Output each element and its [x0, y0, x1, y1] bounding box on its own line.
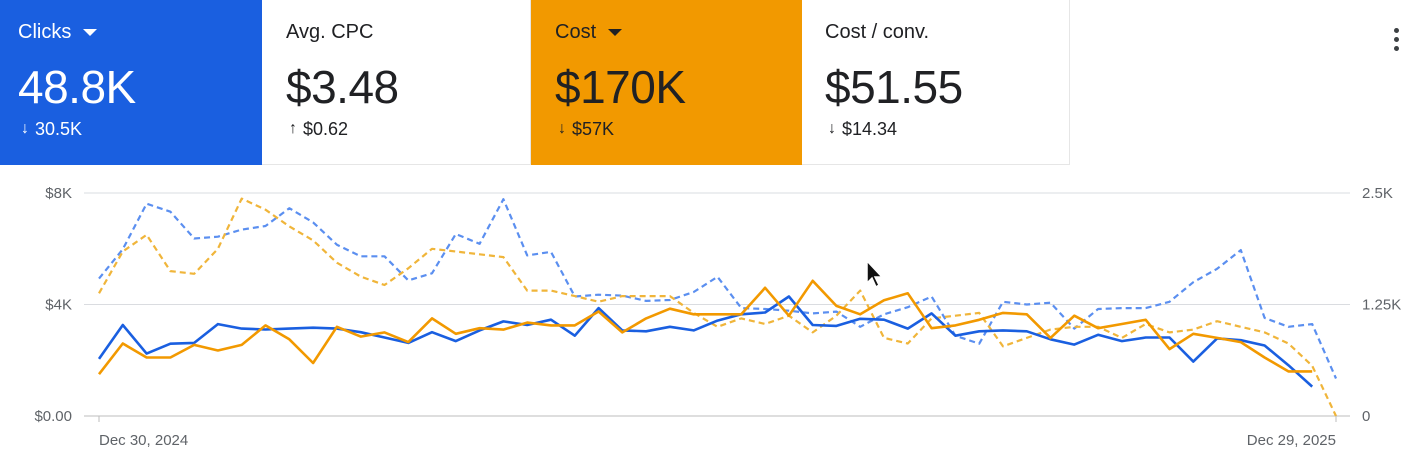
metric-label: Clicks: [18, 20, 262, 44]
performance-chart: $0.00 $4K $8K 0 1.25K 2.5K Dec 30, 2024 Dec 29,…: [34, 185, 1401, 449]
metric-delta: ↓ 30.5K: [18, 118, 262, 140]
x-tick-label: Dec 30, 2024: [99, 432, 188, 449]
metric-delta: ↓ $57K: [555, 118, 802, 140]
metric-delta: ↑ $0.62: [286, 118, 530, 140]
y-right-tick-label: 2.5K: [1362, 185, 1393, 202]
metric-delta: ↓ $14.34: [825, 118, 1069, 140]
x-tick-label: Dec 29, 2025: [1247, 432, 1336, 449]
series-line-cost: [97, 279, 1313, 375]
y-left-tick-label: $4K: [45, 297, 72, 314]
metric-value: 48.8K: [18, 61, 136, 113]
metric-card-clicks[interactable]: Clicks 48.8K ↓ 30.5K: [0, 0, 262, 165]
dropdown-arrow-icon[interactable]: [608, 28, 623, 36]
y-right-tick-label: 1.25K: [1362, 297, 1401, 314]
metric-label-text: Cost / conv.: [825, 21, 930, 43]
metric-label-text: Avg. CPC: [286, 21, 374, 43]
arrow-up-icon: ↑: [289, 120, 297, 137]
more-vert-icon[interactable]: [1385, 22, 1407, 56]
metric-label-text: Clicks: [18, 21, 72, 43]
metric-cards: Clicks 48.8K ↓ 30.5K Avg. CPC $3.48 ↑ $0.62 Cost…: [0, 0, 1070, 165]
metric-delta-value: $57K: [572, 119, 615, 139]
mouse-cursor-icon: [866, 259, 884, 289]
metric-label-text: Cost: [555, 21, 597, 43]
metric-value: $51.55: [825, 61, 963, 113]
y-left-tick-label: $8K: [45, 185, 72, 202]
arrow-down-icon: ↓: [558, 120, 566, 137]
metric-card-avg-cpc[interactable]: Avg. CPC $3.48 ↑ $0.62: [262, 0, 531, 165]
arrow-down-icon: ↓: [21, 120, 29, 137]
metric-delta-value: $0.62: [303, 119, 349, 139]
metric-value: $3.48: [286, 61, 399, 113]
dropdown-arrow-icon[interactable]: [83, 28, 98, 36]
y-right-tick-label: 0: [1362, 408, 1370, 425]
metric-delta-value: 30.5K: [35, 119, 83, 139]
metric-label: Avg. CPC: [286, 20, 530, 44]
arrow-down-icon: ↓: [828, 120, 836, 137]
metric-label: Cost / conv.: [825, 20, 1069, 44]
metric-card-cost-conv[interactable]: Cost / conv. $51.55 ↓ $14.34: [802, 0, 1070, 165]
metric-delta-value: $14.34: [842, 119, 898, 139]
series-line-clicks: [97, 295, 1314, 388]
metric-value: $170K: [555, 61, 686, 113]
series-line-clicks-previous-period: [98, 198, 1338, 379]
y-left-tick-label: $0.00: [34, 408, 72, 425]
metric-card-cost[interactable]: Cost $170K ↓ $57K: [531, 0, 802, 165]
metric-label: Cost: [555, 20, 802, 44]
